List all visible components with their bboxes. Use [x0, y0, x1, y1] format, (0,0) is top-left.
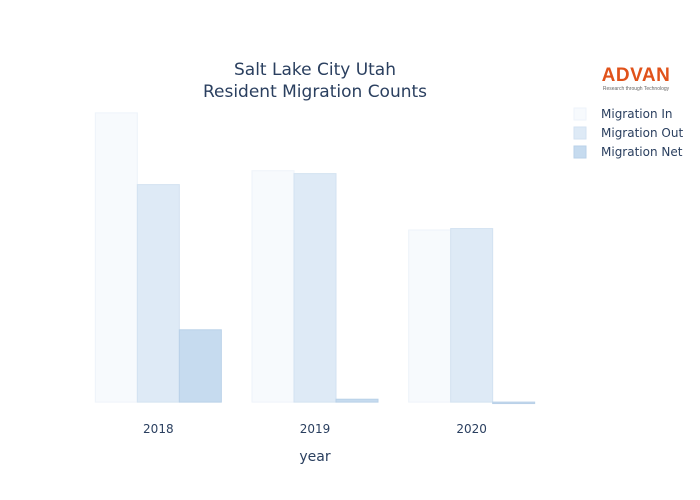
bar-migration-in-2018 [94, 112, 138, 403]
chart-title-line-1: Salt Lake City Utah [234, 60, 396, 80]
legend-swatch[interactable] [573, 126, 587, 140]
bar-migration-net-2018 [178, 329, 222, 403]
bar-migration-out-2019 [293, 173, 337, 403]
x-axis-ticks: 2018 2019 2020 [143, 422, 487, 436]
bar-migration-in-2019 [251, 170, 295, 403]
legend-label[interactable]: Migration Out [601, 126, 683, 140]
x-tick-label: 2019 [300, 422, 331, 436]
legend: Migration In Migration Out Migration Net [573, 107, 683, 159]
bar-migration-net-2020 [492, 401, 536, 405]
logo-tagline: Research through Technology [602, 86, 670, 92]
legend-label[interactable]: Migration In [601, 107, 673, 121]
logo-wordmark: ADVAN [601, 65, 671, 86]
bar-migration-net-2019 [335, 398, 379, 403]
chart-title-line-2: Resident Migration Counts [203, 82, 427, 102]
legend-swatch[interactable] [573, 145, 587, 159]
bar-migration-in-2020 [408, 229, 452, 403]
x-axis-title: year [299, 449, 330, 465]
x-tick-label: 2018 [143, 422, 174, 436]
bars [94, 112, 536, 405]
bar-migration-out-2020 [450, 228, 494, 403]
legend-swatch[interactable] [573, 107, 587, 121]
chart-title: Salt Lake City Utah Resident Migration C… [203, 60, 427, 102]
legend-label[interactable]: Migration Net [601, 145, 683, 159]
x-tick-label: 2020 [456, 422, 487, 436]
bar-migration-out-2018 [136, 184, 180, 403]
advan-logo: ADVAN Research through Technology [598, 65, 674, 93]
